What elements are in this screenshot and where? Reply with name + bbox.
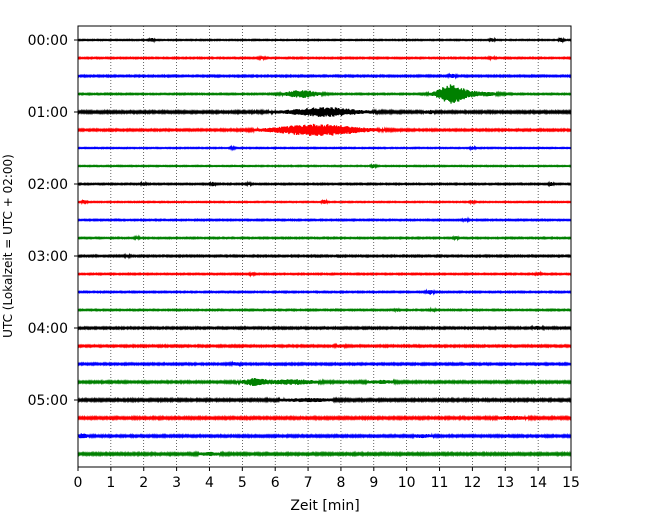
x-tick-label: 7 [304,475,313,491]
trace-line-0200 [77,180,572,188]
trace-line-0300 [77,252,572,260]
trace-line-0315 [77,270,572,278]
trace-line-0400 [77,324,572,332]
trace-line-0345 [77,306,572,314]
x-tick-label: 12 [463,475,481,491]
x-tick-label: 15 [562,475,580,491]
trace-line-0545 [77,450,572,458]
trace-line-0115 [77,123,572,137]
x-tick-label: 5 [238,475,247,491]
trace-line-0230 [77,216,572,224]
x-tick-label: 4 [205,475,214,491]
x-axis-title: Zeit [min] [290,498,359,514]
trace-line-0030 [77,72,572,80]
x-tick-label: 0 [74,475,83,491]
y-tick-label: 00:00 [28,33,68,49]
trace-line-0515 [77,414,572,422]
trace-line-0145 [77,162,572,170]
trace-line-0500 [77,396,572,404]
trace-line-0330 [77,288,572,296]
x-tick-label: 8 [336,475,345,491]
trace-line-0000 [77,36,572,44]
x-tick-label: 1 [106,475,115,491]
y-axis-ticks: 00:00 01:00 02:00 03:00 04:00 05:00 [28,33,78,409]
y-tick-label: 02:00 [28,177,68,193]
trace-line-0130 [77,144,572,152]
trace-line-0245 [77,234,572,242]
x-tick-label: 11 [431,475,449,491]
x-tick-label: 9 [369,475,378,491]
x-tick-label: 13 [496,475,514,491]
y-tick-label: 03:00 [28,249,68,265]
trace-lines [77,36,572,458]
trace-line-0415 [77,342,572,350]
x-tick-label: 14 [529,475,547,491]
trace-line-0430 [77,360,572,368]
plot-frame [77,25,572,468]
trace-line-0045 [77,84,572,104]
trace-line-0445 [77,377,572,387]
trace-line-0530 [77,432,572,440]
y-tick-label: 04:00 [28,321,68,337]
x-tick-label: 3 [172,475,181,491]
trace-line-0100 [77,107,572,117]
x-axis-ticks: 0 1 2 3 4 5 6 7 8 9 10 11 12 13 14 15 [74,467,580,491]
y-axis-title: UTC (Lokalzeit = UTC + 02:00) [1,154,15,338]
y-tick-label: 05:00 [28,393,68,409]
trace-line-0215 [77,198,572,206]
trace-line-0015 [77,54,572,62]
x-tick-label: 2 [139,475,148,491]
x-tick-label: 6 [271,475,280,491]
x-tick-label: 10 [398,475,416,491]
y-tick-label: 01:00 [28,105,68,121]
